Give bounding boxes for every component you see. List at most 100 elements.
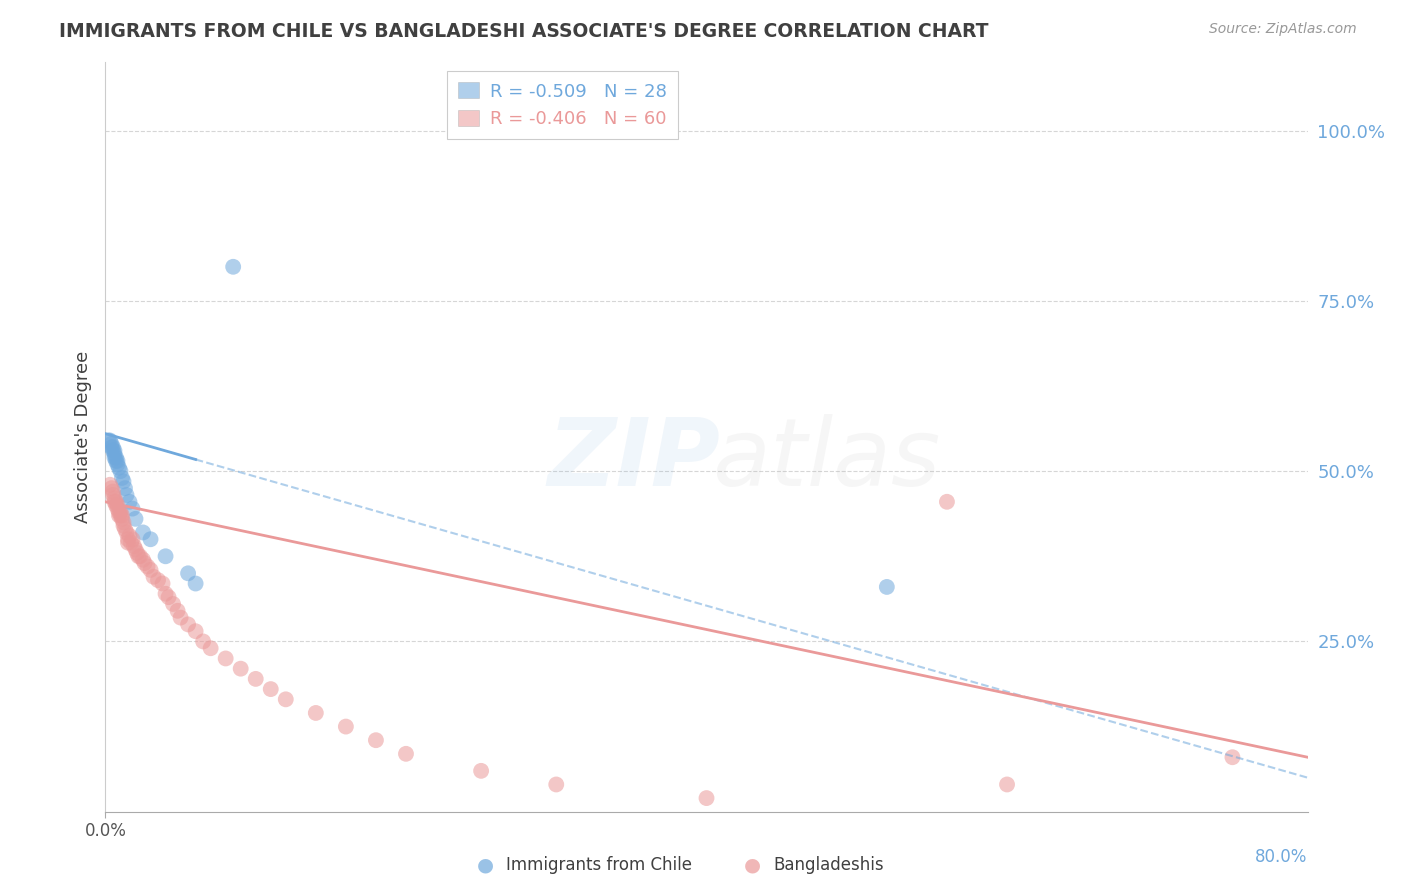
Point: [200, 641, 222, 656]
Point: [104, 450, 127, 465]
Text: Source: ZipAtlas.com: Source: ZipAtlas.com: [1209, 22, 1357, 37]
Point: [108, 505, 131, 519]
Point: [100, 481, 122, 495]
Point: [98, 477, 121, 491]
Text: ZIP: ZIP: [548, 414, 721, 506]
Point: [132, 552, 155, 566]
Point: [111, 471, 134, 485]
Point: [162, 597, 184, 611]
Point: [114, 481, 136, 495]
Point: [142, 570, 165, 584]
Point: [335, 720, 357, 734]
Point: [110, 505, 132, 519]
Point: [134, 556, 156, 570]
Point: [111, 512, 134, 526]
Point: [184, 576, 207, 591]
Text: ●: ●: [477, 855, 494, 875]
Text: atlas: atlas: [713, 414, 941, 505]
Point: [112, 475, 135, 489]
Point: [274, 692, 297, 706]
Text: 80.0%: 80.0%: [1256, 847, 1308, 865]
Point: [155, 587, 177, 601]
Point: [118, 529, 141, 543]
Point: [260, 682, 283, 697]
Point: [103, 495, 125, 509]
Point: [110, 508, 132, 523]
Point: [101, 484, 124, 499]
Point: [107, 454, 129, 468]
Point: [305, 706, 328, 720]
Point: [100, 437, 122, 451]
Point: [191, 634, 214, 648]
Text: ●: ●: [744, 855, 761, 875]
Point: [112, 515, 135, 529]
Legend: R = -0.509   N = 28, R = -0.406   N = 60: R = -0.509 N = 28, R = -0.406 N = 60: [447, 71, 678, 138]
Point: [117, 535, 139, 549]
Text: Bangladeshis: Bangladeshis: [773, 856, 884, 874]
Point: [696, 791, 718, 805]
Point: [115, 488, 138, 502]
Point: [103, 450, 125, 465]
Point: [104, 454, 127, 468]
Point: [229, 662, 252, 676]
Point: [214, 651, 236, 665]
Point: [124, 512, 146, 526]
Point: [245, 672, 267, 686]
Point: [121, 533, 143, 547]
Point: [169, 610, 191, 624]
Point: [995, 777, 1018, 791]
Point: [364, 733, 387, 747]
Point: [139, 533, 162, 547]
Point: [124, 542, 146, 557]
Point: [111, 508, 134, 523]
Point: [103, 447, 125, 461]
Text: IMMIGRANTS FROM CHILE VS BANGLADESHI ASSOCIATE'S DEGREE CORRELATION CHART: IMMIGRANTS FROM CHILE VS BANGLADESHI ASS…: [59, 22, 988, 41]
Point: [177, 566, 200, 581]
Point: [128, 549, 150, 564]
Point: [112, 518, 135, 533]
Point: [101, 440, 124, 454]
Point: [101, 488, 124, 502]
Point: [100, 440, 122, 454]
Point: [129, 549, 152, 564]
Point: [120, 535, 142, 549]
Text: Immigrants from Chile: Immigrants from Chile: [506, 856, 692, 874]
Y-axis label: Associate's Degree: Associate's Degree: [73, 351, 91, 524]
Point: [876, 580, 898, 594]
Point: [152, 576, 174, 591]
Point: [117, 533, 139, 547]
Point: [222, 260, 245, 274]
Point: [177, 617, 200, 632]
Point: [104, 495, 127, 509]
Point: [101, 443, 124, 458]
Point: [136, 559, 159, 574]
Point: [103, 443, 125, 458]
Point: [107, 498, 129, 512]
Point: [936, 495, 959, 509]
Point: [97, 434, 120, 448]
Point: [107, 501, 129, 516]
Point: [107, 458, 129, 472]
Point: [146, 573, 169, 587]
Point: [132, 525, 155, 540]
Point: [139, 563, 162, 577]
Point: [155, 549, 177, 564]
Point: [114, 522, 136, 536]
Point: [108, 460, 131, 475]
Point: [157, 590, 180, 604]
Point: [395, 747, 418, 761]
Point: [546, 777, 568, 791]
Point: [1222, 750, 1244, 764]
Point: [122, 539, 145, 553]
Point: [104, 498, 127, 512]
Point: [125, 546, 148, 560]
Point: [121, 501, 143, 516]
Point: [118, 495, 141, 509]
Point: [108, 508, 131, 523]
Point: [98, 434, 121, 448]
Point: [166, 604, 188, 618]
Point: [184, 624, 207, 639]
Point: [115, 525, 138, 540]
Point: [103, 491, 125, 506]
Point: [110, 464, 132, 478]
